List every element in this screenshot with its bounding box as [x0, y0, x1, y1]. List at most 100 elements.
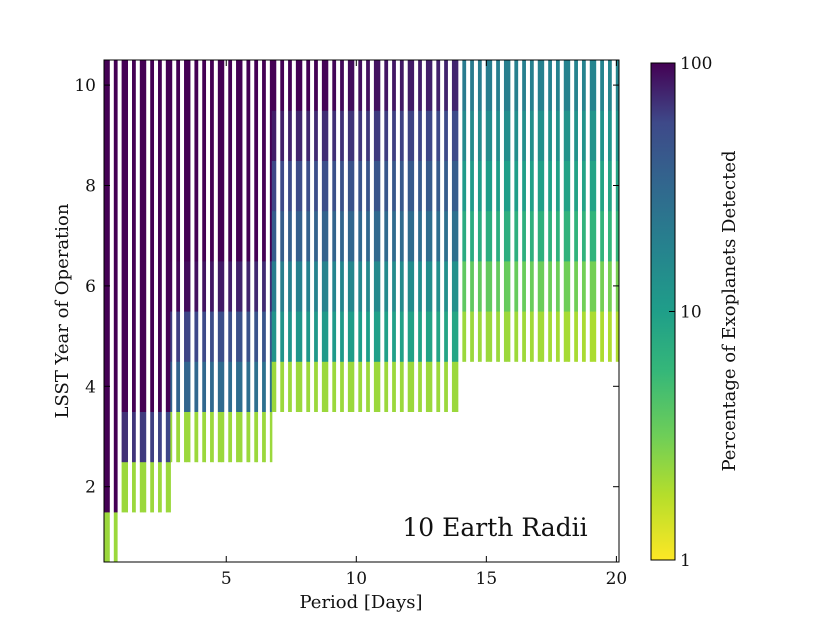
heatmap-cell: [443, 210, 448, 262]
heatmap-cell: [423, 210, 429, 262]
heatmap-cell: [400, 160, 406, 212]
heatmap-cell: [599, 210, 604, 262]
heatmap-cell: [166, 260, 171, 312]
gap-column: [577, 60, 582, 562]
heatmap-cell: [271, 210, 277, 262]
heatmap-cell: [345, 160, 351, 212]
heatmap-cell: [599, 311, 604, 362]
heatmap-cell: [564, 110, 569, 161]
heatmap-cell: [537, 110, 542, 161]
heatmap-cell: [158, 160, 164, 212]
heatmap-cell: [529, 160, 534, 212]
heatmap-cell: [287, 210, 292, 262]
heatmap-cell: [299, 361, 304, 412]
heatmap-cell: [423, 160, 429, 212]
heatmap-cell: [267, 260, 273, 312]
heatmap-cell: [104, 110, 109, 161]
heatmap-cell: [435, 311, 441, 362]
heatmap-cell: [478, 311, 484, 362]
heatmap-cell: [373, 60, 378, 111]
heatmap-cell: [540, 210, 546, 262]
heatmap-cell: [123, 160, 129, 212]
heatmap-cell: [150, 411, 156, 463]
heatmap-cell: [322, 210, 327, 262]
heatmap-cell: [619, 261, 624, 312]
gap-column: [190, 60, 195, 562]
heatmap-cell: [384, 361, 390, 412]
heatmap-cell: [228, 411, 234, 463]
heatmap-cell: [260, 361, 265, 412]
heatmap-cell: [236, 60, 242, 111]
heatmap-cell: [377, 110, 382, 161]
heatmap-cell: [427, 110, 433, 161]
gap-column: [276, 60, 281, 562]
heatmap-cell: [182, 411, 187, 463]
heatmap-cell: [279, 311, 285, 362]
heatmap-cell: [260, 311, 265, 362]
heatmap-cell: [470, 160, 476, 212]
heatmap-cell: [217, 210, 222, 262]
heatmap-cell: [143, 411, 148, 463]
gap-column: [224, 60, 229, 562]
heatmap-cell: [193, 361, 199, 412]
gap-column: [109, 60, 114, 562]
gap-column: [570, 60, 575, 562]
heatmap-cell: [123, 311, 129, 362]
heatmap-cell: [279, 110, 285, 161]
heatmap-cell: [221, 361, 226, 412]
heatmap-cell: [451, 110, 456, 161]
heatmap-cell: [252, 160, 257, 212]
gap-column: [117, 60, 122, 562]
heatmap-cell: [587, 260, 593, 312]
heatmap-cell: [295, 361, 300, 412]
heatmap-cell: [345, 60, 351, 111]
heatmap-cell: [306, 160, 312, 212]
heatmap-cell: [427, 210, 433, 262]
gap-column: [180, 60, 185, 562]
heatmap-cell: [349, 311, 355, 362]
heatmap-cell: [217, 60, 222, 111]
heatmap-cell: [143, 160, 148, 212]
heatmap-cell: [427, 311, 433, 362]
heatmap-cell: [123, 461, 129, 513]
heatmap-cell: [228, 361, 234, 412]
heatmap-cell: [599, 110, 604, 161]
heatmap-cell: [494, 260, 499, 312]
heatmap-cell: [591, 160, 597, 212]
heatmap-cell: [345, 110, 351, 161]
heatmap-cell: [279, 260, 285, 312]
heatmap-cell: [306, 60, 312, 111]
heatmap-cell: [599, 60, 604, 111]
heatmap-cell: [564, 260, 569, 312]
heatmap-cell: [455, 311, 460, 362]
heatmap-cell: [619, 211, 624, 262]
heatmap-cell: [209, 60, 214, 111]
heatmap-cell: [377, 210, 382, 262]
heatmap-cell: [494, 210, 499, 262]
gap-column: [258, 60, 263, 562]
heatmap-cell: [166, 210, 171, 262]
heatmap-cell: [150, 60, 156, 111]
heatmap-cell: [287, 260, 292, 312]
heatmap-cell: [267, 160, 273, 212]
gap-column: [154, 60, 159, 562]
heatmap-cell: [287, 361, 292, 412]
heatmap-cell: [271, 311, 277, 362]
gap-columns: [109, 60, 616, 562]
gap-column: [265, 60, 270, 562]
heatmap-cell: [513, 160, 519, 212]
heatmap-cell: [521, 260, 526, 312]
heatmap-cell: [423, 110, 429, 161]
gap-column: [403, 60, 408, 562]
heatmap-cell: [119, 411, 125, 463]
gap-column: [596, 60, 601, 562]
heatmap-cell: [260, 160, 265, 212]
gap-column: [161, 60, 166, 562]
colorbar-tick-label: 10: [680, 303, 702, 323]
heatmap-cell: [287, 311, 292, 362]
heatmap-cell: [139, 60, 144, 111]
heatmap-cell: [392, 260, 398, 312]
heatmap-cell: [104, 511, 109, 562]
heatmap-cell: [548, 60, 554, 111]
heatmap-cell: [501, 311, 507, 362]
